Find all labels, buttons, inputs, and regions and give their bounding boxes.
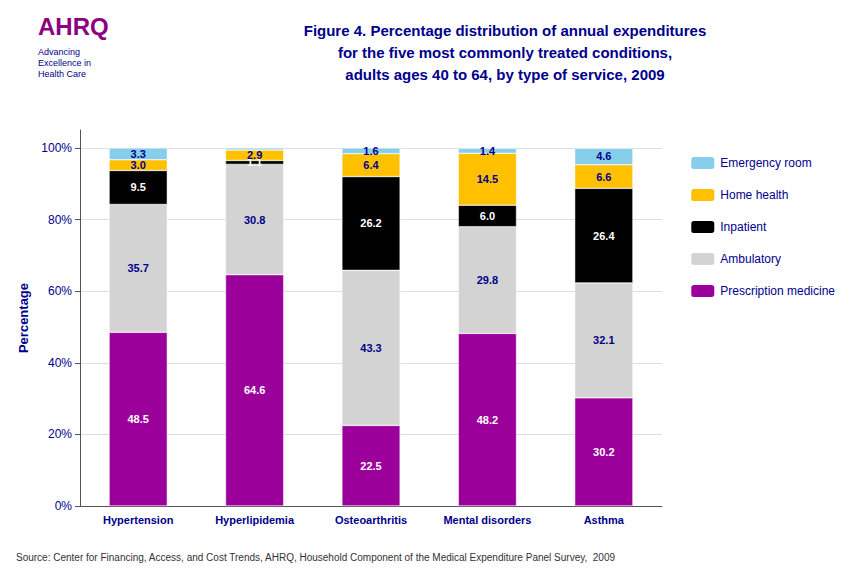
svg-text:Osteoarthritis: Osteoarthritis bbox=[335, 514, 407, 526]
svg-text:4.6: 4.6 bbox=[596, 150, 611, 162]
svg-text:64.6: 64.6 bbox=[244, 384, 265, 396]
svg-text:Home health: Home health bbox=[720, 188, 788, 202]
svg-text:for the five most commonly tre: for the five most commonly treated condi… bbox=[338, 44, 672, 61]
svg-text:1.6: 1.6 bbox=[363, 145, 378, 157]
svg-text:22.5: 22.5 bbox=[360, 460, 381, 472]
svg-text:6.0: 6.0 bbox=[480, 210, 495, 222]
svg-text:30.8: 30.8 bbox=[244, 214, 265, 226]
svg-text:40%: 40% bbox=[48, 356, 72, 370]
svg-text:43.3: 43.3 bbox=[360, 342, 381, 354]
svg-text:14.5: 14.5 bbox=[477, 173, 498, 185]
svg-text:6.6: 6.6 bbox=[596, 171, 611, 183]
svg-text:Mental disorders: Mental disorders bbox=[443, 514, 531, 526]
svg-text:26.4: 26.4 bbox=[593, 230, 615, 242]
svg-text:1.4: 1.4 bbox=[480, 145, 496, 157]
svg-text:Health Care: Health Care bbox=[38, 69, 86, 79]
svg-text:9.5: 9.5 bbox=[131, 181, 146, 193]
svg-text:3.3: 3.3 bbox=[131, 148, 146, 160]
svg-text:26.2: 26.2 bbox=[360, 217, 381, 229]
svg-text:2.9: 2.9 bbox=[247, 149, 262, 161]
svg-text:48.2: 48.2 bbox=[477, 414, 498, 426]
svg-text:3.0: 3.0 bbox=[131, 159, 146, 171]
svg-text:Emergency room: Emergency room bbox=[720, 156, 811, 170]
svg-text:29.8: 29.8 bbox=[477, 274, 498, 286]
svg-text:Hypertension: Hypertension bbox=[103, 514, 174, 526]
svg-text:Ambulatory: Ambulatory bbox=[720, 252, 781, 266]
svg-text:Asthma: Asthma bbox=[584, 514, 625, 526]
svg-text:0%: 0% bbox=[55, 499, 73, 513]
svg-text:6.4: 6.4 bbox=[363, 159, 379, 171]
svg-text:48.5: 48.5 bbox=[127, 413, 148, 425]
svg-text:AHRQ: AHRQ bbox=[38, 13, 109, 40]
svg-text:Source: Center for Financing,: Source: Center for Financing, Access, an… bbox=[16, 552, 615, 563]
svg-text:Prescription medicine: Prescription medicine bbox=[720, 284, 835, 298]
svg-text:Inpatient: Inpatient bbox=[720, 220, 767, 234]
svg-text:Advancing: Advancing bbox=[38, 47, 80, 57]
svg-text:30.2: 30.2 bbox=[593, 446, 614, 458]
svg-text:32.1: 32.1 bbox=[593, 334, 614, 346]
svg-text:60%: 60% bbox=[48, 284, 72, 298]
svg-text:100%: 100% bbox=[41, 141, 72, 155]
svg-text:Percentage: Percentage bbox=[16, 283, 31, 353]
svg-text:35.7: 35.7 bbox=[127, 262, 148, 274]
svg-text:1.1: 1.1 bbox=[247, 156, 263, 169]
svg-text:Excellence in: Excellence in bbox=[38, 58, 91, 68]
svg-text:Figure 4. Percentage distribut: Figure 4. Percentage distribution of ann… bbox=[304, 22, 707, 39]
svg-text:adults ages 40 to 64, by type: adults ages 40 to 64, by type of service… bbox=[345, 66, 664, 83]
svg-text:20%: 20% bbox=[48, 427, 72, 441]
svg-text:Hyperlipidemia: Hyperlipidemia bbox=[215, 514, 295, 526]
svg-text:80%: 80% bbox=[48, 213, 72, 227]
